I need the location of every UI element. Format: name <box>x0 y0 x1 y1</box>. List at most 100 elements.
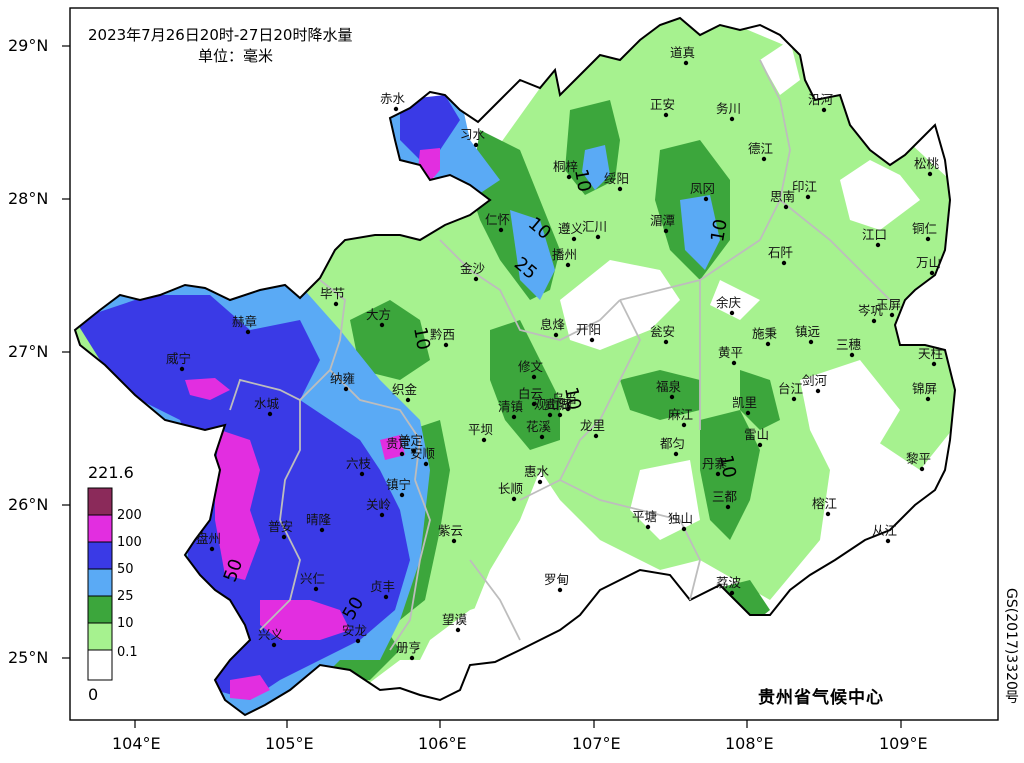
city-label: 都匀 <box>660 436 686 451</box>
city-label: 遵义 <box>558 221 584 236</box>
city-marker <box>379 512 385 518</box>
city-marker <box>925 236 931 242</box>
city-marker <box>919 466 925 472</box>
lat-label: 27°N <box>8 342 49 361</box>
city-label: 龙里 <box>580 418 606 433</box>
city-marker <box>663 228 669 234</box>
city-marker <box>405 397 411 403</box>
city-label: 玉屏 <box>876 297 902 312</box>
city-label: 普定 <box>398 433 424 448</box>
city-label: 独山 <box>668 511 694 526</box>
city-marker <box>663 339 669 345</box>
city-label: 花溪 <box>526 419 552 434</box>
city-label: 贵定 <box>386 436 412 451</box>
city-marker <box>179 366 185 372</box>
city-label: 施秉 <box>752 326 778 341</box>
city-label: 汇川 <box>582 219 608 234</box>
city-marker <box>889 312 895 318</box>
city-label: 余庆 <box>716 295 742 310</box>
city-marker <box>455 627 461 633</box>
city-label: 松桃 <box>914 156 940 171</box>
city-marker <box>825 511 831 517</box>
city-marker <box>531 401 537 407</box>
lat-label: 28°N <box>8 189 49 208</box>
city-marker <box>729 116 735 122</box>
city-label: 普安 <box>268 519 294 534</box>
city-marker <box>379 322 385 328</box>
lat-label: 25°N <box>8 648 49 667</box>
city-marker <box>511 414 517 420</box>
city-marker <box>929 270 935 276</box>
city-label: 修文 <box>518 359 544 374</box>
city-marker <box>399 451 405 457</box>
city-marker <box>729 590 735 596</box>
city-label: 剑河 <box>802 373 828 388</box>
city-marker <box>815 388 821 394</box>
legend-colorbar <box>87 487 113 681</box>
city-label: 毕节 <box>320 286 346 301</box>
city-label: 德江 <box>748 141 774 156</box>
city-label: 平塘 <box>632 509 658 524</box>
city-label: 黎平 <box>906 451 932 466</box>
city-label: 印江 <box>792 179 818 194</box>
lat-label: 26°N <box>8 495 49 514</box>
city-marker <box>681 526 687 532</box>
city-label: 荔波 <box>716 575 742 590</box>
city-label: 榕江 <box>812 496 838 511</box>
city-marker <box>571 236 577 242</box>
city-label: 乌当 <box>552 391 578 406</box>
city-marker <box>557 412 563 418</box>
city-label: 惠水 <box>524 464 550 479</box>
city-label: 罗甸 <box>544 572 570 587</box>
city-marker <box>765 341 771 347</box>
city-marker <box>595 234 601 240</box>
city-marker <box>927 171 933 177</box>
city-marker <box>481 437 487 443</box>
city-label: 兴仁 <box>300 571 326 586</box>
agency-label: 贵州省气候中心 <box>758 688 884 708</box>
city-marker <box>409 655 415 661</box>
city-label: 万山 <box>916 255 942 270</box>
map-unit: 单位：毫米 <box>198 47 274 65</box>
city-marker <box>383 594 389 600</box>
lon-label: 106°E <box>418 734 467 753</box>
city-label: 金沙 <box>460 261 486 276</box>
city-label: 赫章 <box>232 314 258 329</box>
lon-label: 109°E <box>879 734 928 753</box>
city-label: 赤水 <box>380 91 406 106</box>
lon-label: 107°E <box>572 734 621 753</box>
city-marker <box>925 396 931 402</box>
city-marker <box>745 410 751 416</box>
city-marker <box>645 524 651 530</box>
city-marker <box>821 107 827 113</box>
legend-label: 200 <box>117 508 142 523</box>
legend-label: 25 <box>117 589 134 604</box>
city-marker <box>781 260 787 266</box>
city-label: 望谟 <box>442 612 468 627</box>
map-title: 2023年7月26日20时-27日20时降水量 <box>88 26 353 44</box>
map-approval-code: GS(2017)3320号 <box>1003 588 1019 704</box>
city-label: 麻江 <box>668 407 694 422</box>
city-marker <box>663 112 669 118</box>
city-label: 三都 <box>712 489 738 504</box>
city-marker <box>808 339 814 345</box>
legend-min: 0 <box>88 685 99 704</box>
city-label: 黄平 <box>718 345 744 360</box>
city-label: 黔西 <box>430 327 456 342</box>
city-marker <box>209 546 215 552</box>
legend-label: 50 <box>117 562 134 577</box>
city-marker <box>725 504 731 510</box>
city-marker <box>715 471 721 477</box>
city-marker <box>355 638 361 644</box>
city-marker <box>473 142 479 148</box>
lon-label: 104°E <box>112 734 161 753</box>
city-label: 安顺 <box>410 446 436 461</box>
city-marker <box>245 329 251 335</box>
city-label: 织金 <box>392 382 418 397</box>
city-marker <box>683 60 689 66</box>
city-marker <box>589 337 595 343</box>
city-marker <box>931 361 937 367</box>
city-marker <box>537 479 543 485</box>
city-marker <box>511 496 517 502</box>
